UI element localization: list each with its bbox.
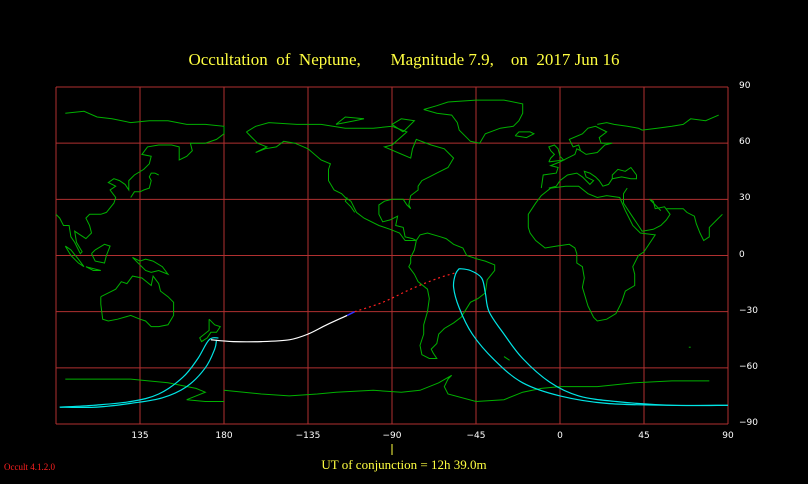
- central-path-twilight: [346, 310, 356, 317]
- latitude-tick-label: 90: [739, 81, 751, 91]
- graticule-grid: [55, 86, 729, 425]
- coastline: [391, 118, 416, 133]
- coastline: [85, 266, 101, 271]
- longitude-tick-label: 135: [131, 431, 149, 441]
- latitude-tick-label: 60: [739, 137, 751, 148]
- coastline: [527, 185, 657, 322]
- coastline: [199, 318, 222, 343]
- coastline: [100, 274, 175, 328]
- limit-line-west-inner: [59, 339, 218, 409]
- coastline: [132, 256, 170, 276]
- coastline: [666, 208, 723, 242]
- coastline: [335, 116, 365, 125]
- map-title: Occultation of Neptune, Magnitude 7.9, o…: [188, 50, 620, 69]
- coastline: [344, 197, 356, 213]
- coastline: [503, 356, 510, 361]
- ut-conjunction-label: UT of conjunction = 12h 39.0m: [321, 457, 487, 472]
- coastline: [611, 166, 637, 180]
- latitude-tick-label: −90: [739, 418, 758, 428]
- longitude-tick-label: 90: [722, 431, 734, 441]
- central-path-daylight: [354, 271, 458, 313]
- occultation-paths: [59, 268, 729, 409]
- coastline: [597, 114, 719, 131]
- latitude-tick-label: −30: [739, 305, 758, 316]
- coastline: [223, 374, 710, 403]
- coastline: [548, 170, 613, 189]
- version-label: Occult 4.1.2.0: [4, 462, 55, 472]
- coastline: [623, 187, 671, 232]
- coastline: [91, 243, 111, 264]
- coastline: [423, 99, 524, 144]
- coastline: [408, 232, 496, 359]
- longitude-tick-label: 180: [215, 431, 233, 441]
- longitude-tick-label: −45: [466, 431, 486, 441]
- limit-line-east-inner: [452, 268, 729, 407]
- coastline: [540, 125, 613, 189]
- coastline: [548, 144, 565, 163]
- coastline: [514, 131, 536, 139]
- latitude-tick-label: 30: [739, 193, 751, 204]
- longitude-tick-label: −135: [295, 431, 321, 441]
- central-path-night: [210, 314, 348, 343]
- coastline: [64, 245, 85, 268]
- latitude-tick-label: −60: [739, 361, 758, 372]
- coastline: [130, 172, 159, 198]
- limit-line-east-outer: [459, 268, 729, 407]
- coastline: [55, 110, 225, 255]
- coastline: [246, 122, 455, 241]
- longitude-tick-label: 0: [557, 431, 563, 441]
- coastline: [65, 378, 224, 402]
- longitude-tick-label: −90: [382, 431, 402, 441]
- limit-line-west-outer: [59, 337, 219, 408]
- longitude-tick-label: 45: [638, 431, 650, 441]
- latitude-tick-label: 0: [739, 249, 745, 260]
- coastlines: [55, 99, 723, 403]
